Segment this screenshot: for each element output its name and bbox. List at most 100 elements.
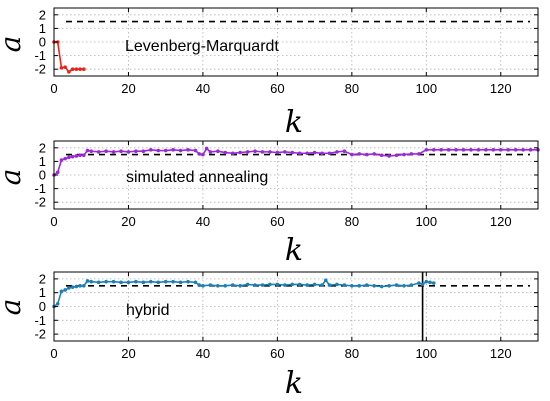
data-point (223, 150, 228, 155)
data-point (417, 281, 421, 285)
x-tick-label: 60 (270, 81, 284, 96)
data-point (197, 152, 201, 156)
data-point (350, 284, 354, 288)
series-annotation: simulated annealing (126, 169, 268, 186)
data-point (402, 152, 406, 157)
data-point (63, 288, 67, 292)
x-tick-label: 0 (50, 346, 57, 361)
data-point (89, 279, 94, 284)
data-point (320, 283, 324, 287)
data-point (446, 148, 451, 152)
data-point (149, 279, 153, 284)
data-point (491, 148, 496, 152)
data-point (297, 151, 302, 156)
data-point (119, 280, 123, 285)
data-point (424, 279, 429, 284)
x-tick-label: 120 (490, 346, 512, 361)
chart-panel-1: 0 20 40 60 80 100 120210-1-2Levenberg-Marquard… (0, 7, 539, 140)
data-point (171, 148, 175, 152)
data-point (364, 283, 369, 287)
data-point (193, 280, 198, 285)
data-point (320, 151, 324, 156)
data-point (126, 280, 131, 285)
data-point (454, 148, 458, 152)
y-tick-label: -2 (34, 327, 46, 342)
data-point (253, 149, 257, 153)
data-point (163, 148, 168, 153)
data-point (63, 65, 67, 69)
x-tick-label: 40 (196, 346, 210, 361)
x-tick-label: 120 (490, 81, 512, 96)
data-point (245, 282, 250, 287)
data-point (81, 67, 86, 71)
data-point (216, 284, 220, 288)
data-point (126, 150, 131, 154)
data-point (312, 282, 317, 287)
data-point (342, 149, 347, 153)
y-axis-label: a (0, 36, 27, 53)
data-point (230, 151, 235, 156)
data-point (81, 153, 86, 158)
data-point (78, 67, 82, 71)
data-point (134, 149, 138, 153)
data-point (186, 279, 190, 284)
y-tick-label: 2 (39, 7, 46, 22)
data-point (521, 148, 525, 152)
data-point (111, 279, 116, 284)
data-point (178, 148, 183, 153)
data-point (67, 70, 71, 74)
data-point (312, 150, 317, 155)
y-tick-label: 0 (39, 299, 46, 314)
data-point (89, 149, 94, 153)
data-point (96, 150, 101, 154)
y-tick-label: -2 (34, 195, 46, 210)
y-tick-label: -1 (34, 48, 46, 63)
data-point (275, 282, 280, 287)
data-point (379, 153, 384, 158)
x-tick-label: 60 (270, 214, 284, 229)
x-tick-label: 100 (415, 214, 437, 229)
y-tick-label: -2 (34, 62, 46, 77)
data-point (387, 154, 391, 158)
x-tick-label: 20 (121, 214, 135, 229)
data-point (409, 283, 414, 287)
data-point (245, 150, 250, 154)
series-annotation: Levenberg-Marquardt (125, 38, 279, 55)
data-point (350, 152, 354, 157)
data-point (156, 148, 161, 153)
x-axis-label: k (285, 233, 303, 268)
data-point (141, 149, 146, 153)
x-tick-label: 80 (345, 81, 359, 96)
data-point (208, 150, 213, 154)
data-point (498, 148, 503, 152)
x-tick-label: 100 (415, 81, 437, 96)
data-point (275, 150, 280, 155)
series-line (54, 41, 84, 74)
data-point (59, 289, 64, 294)
y-tick-label: 2 (39, 140, 46, 155)
data-point (163, 279, 168, 284)
data-point (70, 285, 75, 289)
data-point (70, 67, 75, 71)
data-point (357, 152, 362, 156)
x-tick-label: 40 (196, 81, 210, 96)
data-point (55, 301, 60, 306)
y-tick-label: 0 (39, 35, 46, 50)
data-point (186, 148, 190, 152)
data-point (74, 67, 79, 71)
data-point (439, 148, 444, 152)
data-point (379, 284, 384, 289)
data-point (335, 150, 339, 154)
x-tick-label: 40 (196, 214, 210, 229)
data-point (342, 283, 347, 287)
data-point (74, 154, 79, 158)
data-point (230, 283, 235, 287)
data-point (424, 148, 429, 152)
data-point (156, 280, 161, 285)
data-point (428, 280, 432, 285)
x-tick-label: 0 (50, 214, 57, 229)
data-point (85, 148, 90, 153)
data-point (402, 284, 406, 288)
y-tick-label: -1 (34, 181, 46, 196)
data-point (461, 148, 466, 152)
